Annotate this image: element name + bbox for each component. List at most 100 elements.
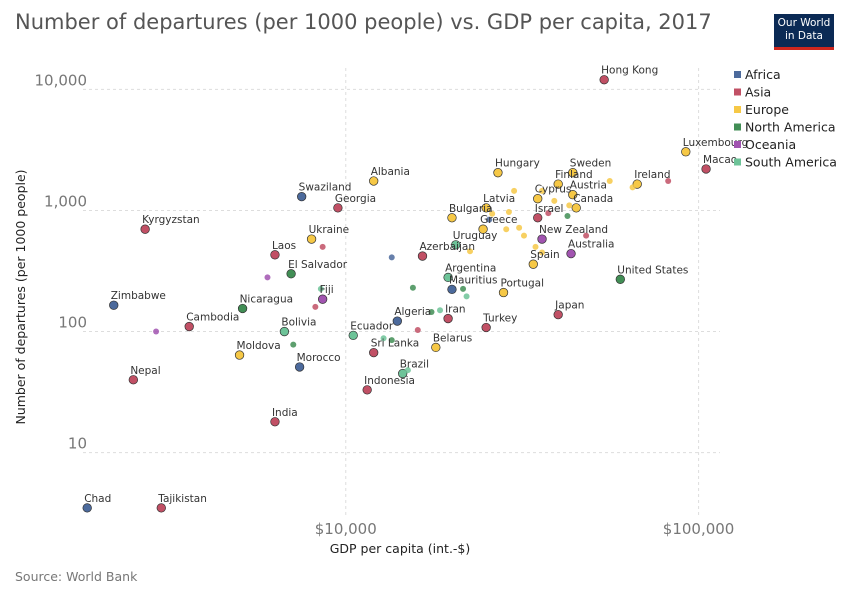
data-point[interactable] [409, 284, 416, 291]
point-label: Japan [554, 300, 584, 312]
data-point[interactable] [333, 203, 343, 213]
data-point[interactable] [306, 234, 317, 244]
data-point[interactable] [443, 272, 453, 283]
data-point[interactable] [153, 328, 160, 335]
y-axis-label: Number of departures (per 1000 people) [13, 169, 28, 424]
data-point[interactable] [270, 417, 280, 427]
data-point[interactable] [568, 168, 578, 178]
data-point[interactable] [369, 347, 379, 358]
data-point[interactable] [348, 330, 358, 341]
data-point[interactable] [463, 293, 470, 300]
data-point[interactable] [417, 251, 428, 261]
data-point[interactable] [505, 209, 512, 216]
data-point[interactable] [566, 202, 573, 209]
data-point[interactable] [539, 249, 546, 256]
data-point[interactable] [498, 287, 509, 298]
data-point[interactable] [533, 213, 543, 223]
data-point[interactable] [312, 303, 319, 310]
data-point[interactable] [451, 240, 461, 250]
data-point[interactable] [140, 224, 150, 234]
data-point[interactable] [545, 210, 552, 217]
data-point[interactable] [553, 309, 563, 320]
data-point[interactable] [551, 197, 558, 204]
data-point[interactable] [319, 243, 326, 250]
data-point[interactable] [665, 178, 672, 185]
legend-swatch [734, 123, 741, 131]
data-point[interactable] [294, 362, 305, 372]
data-point[interactable] [528, 259, 538, 269]
data-point[interactable] [398, 368, 408, 379]
data-point[interactable] [297, 191, 307, 202]
data-point[interactable] [493, 168, 503, 178]
data-point[interactable] [447, 284, 457, 295]
data-point[interactable] [606, 178, 613, 185]
data-point[interactable] [431, 342, 441, 353]
point-label: Cyprus [535, 184, 572, 196]
data-point[interactable] [503, 226, 510, 233]
data-point[interactable] [414, 327, 421, 334]
data-point[interactable] [537, 234, 547, 244]
data-point[interactable] [447, 213, 457, 223]
data-point[interactable] [615, 274, 625, 284]
point-label: El Salvador [288, 259, 348, 271]
data-point[interactable] [681, 147, 691, 157]
data-point[interactable] [362, 385, 372, 395]
data-point[interactable] [388, 254, 395, 261]
legend-item[interactable]: South America [745, 155, 837, 170]
data-point[interactable] [481, 203, 491, 213]
point-layer [82, 75, 711, 513]
data-point[interactable] [533, 194, 543, 204]
data-point[interactable] [156, 503, 166, 513]
data-point[interactable] [511, 187, 518, 194]
data-point[interactable] [571, 203, 581, 213]
data-point[interactable] [428, 309, 435, 316]
data-point[interactable] [520, 232, 527, 239]
data-point[interactable] [701, 164, 711, 174]
legend-item[interactable]: Oceania [745, 137, 796, 152]
legend-item[interactable]: Europe [745, 102, 789, 117]
legend-item[interactable]: North America [745, 120, 836, 135]
data-point[interactable] [599, 75, 609, 85]
data-point[interactable] [443, 313, 453, 324]
data-point[interactable] [486, 216, 493, 223]
data-point[interactable] [566, 248, 576, 259]
data-point[interactable] [109, 300, 119, 310]
data-point[interactable] [234, 350, 245, 360]
data-point[interactable] [564, 212, 571, 219]
data-point[interactable] [317, 294, 328, 304]
point-label: Luxembourg [683, 137, 748, 149]
data-point[interactable] [629, 184, 636, 191]
data-point[interactable] [380, 335, 387, 342]
data-point[interactable] [467, 248, 474, 255]
x-tick-label: $10,000 [315, 520, 377, 538]
data-point[interactable] [237, 303, 248, 314]
legend-item[interactable]: Asia [745, 85, 771, 100]
data-point[interactable] [481, 322, 491, 333]
data-point[interactable] [279, 326, 290, 337]
data-point[interactable] [290, 341, 297, 348]
data-point[interactable] [128, 375, 138, 385]
data-point[interactable] [516, 224, 523, 231]
data-point[interactable] [286, 269, 296, 279]
data-point[interactable] [532, 243, 539, 250]
data-point[interactable] [369, 176, 379, 186]
data-point[interactable] [264, 274, 271, 281]
data-point[interactable] [317, 285, 324, 292]
data-point[interactable] [437, 307, 444, 314]
data-point[interactable] [478, 224, 488, 234]
data-point[interactable] [388, 337, 395, 344]
data-point[interactable] [184, 321, 194, 332]
data-point[interactable] [270, 250, 280, 260]
data-point[interactable] [404, 367, 411, 374]
data-point[interactable] [553, 179, 563, 189]
data-point[interactable] [568, 190, 578, 200]
data-point[interactable] [460, 285, 467, 292]
legend-item[interactable]: Africa [745, 67, 781, 82]
data-point[interactable] [583, 232, 590, 239]
y-tick-label: 10 [68, 435, 87, 453]
data-point[interactable] [489, 210, 496, 217]
data-point[interactable] [392, 316, 402, 326]
data-point[interactable] [539, 187, 546, 194]
owid-logo[interactable]: Our World in Data [774, 14, 834, 50]
data-point[interactable] [82, 503, 92, 513]
